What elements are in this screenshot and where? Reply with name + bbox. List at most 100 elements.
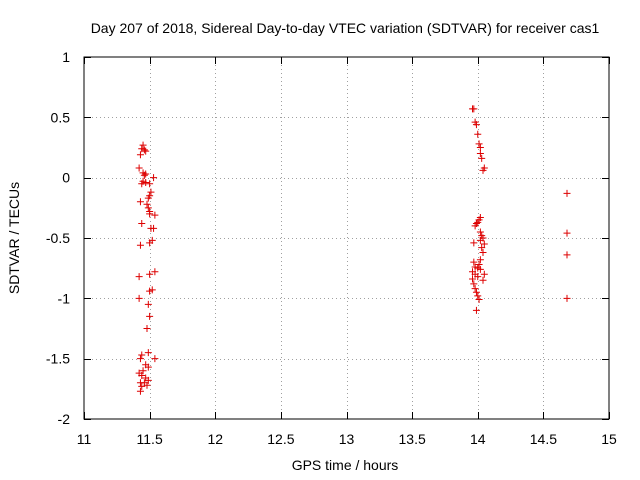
data-point (151, 211, 159, 219)
data-point (140, 146, 148, 154)
data-point (144, 376, 152, 384)
y-tick-label: 1 (62, 49, 70, 65)
data-point (146, 312, 154, 320)
x-tick-label: 11.5 (137, 431, 163, 447)
x-axis-label: GPS time / hours (292, 457, 399, 473)
data-point (476, 265, 484, 273)
data-point (479, 276, 487, 284)
data-point (143, 325, 151, 332)
data-point (471, 222, 479, 230)
data-point (478, 154, 486, 162)
data-point (136, 355, 144, 363)
data-point (470, 239, 478, 247)
data-point (140, 171, 148, 179)
plot-frame (83, 56, 610, 420)
x-tick-label: 12 (207, 431, 223, 447)
x-tick-label: 14.5 (530, 431, 557, 447)
data-point (136, 241, 144, 249)
data-point (138, 180, 146, 188)
data-point (472, 306, 480, 314)
data-point (147, 188, 155, 196)
data-point (470, 280, 478, 288)
data-point (563, 251, 571, 259)
data-point (142, 147, 150, 155)
data-point (139, 141, 147, 149)
data-point (142, 170, 150, 178)
data-points (135, 105, 571, 395)
data-point (135, 273, 143, 281)
data-point (476, 144, 484, 151)
data-point (146, 210, 154, 218)
data-point (146, 239, 154, 247)
chart-ticks (84, 57, 610, 420)
x-tick-label: 13 (339, 431, 355, 447)
data-point (139, 367, 147, 375)
chart-tick-labels: 11 11.5 12 12.5 13 13.5 14 14.5 15 -2 -1.5 -1 -0.5 0 0… (46, 49, 617, 447)
x-tick-label: 14 (470, 431, 486, 447)
data-point (138, 220, 146, 228)
y-tick-label: -1.5 (46, 351, 70, 367)
data-point (135, 164, 143, 172)
data-point (475, 140, 483, 148)
data-point (144, 204, 152, 212)
data-point (136, 387, 144, 395)
x-tick-label: 12.5 (267, 431, 294, 447)
data-point (144, 194, 152, 202)
data-point (143, 381, 151, 389)
y-tick-label: -2 (58, 411, 71, 427)
data-point (476, 256, 484, 264)
data-point (563, 294, 571, 302)
data-point (469, 105, 476, 113)
y-tick-label: -1 (58, 290, 71, 306)
x-tick-label: 15 (601, 431, 617, 447)
data-point (151, 355, 159, 363)
data-point (474, 130, 482, 138)
data-point (475, 296, 483, 304)
data-point (146, 180, 154, 188)
data-point (476, 236, 484, 244)
data-point (474, 273, 482, 281)
data-point (476, 228, 484, 236)
data-point (480, 270, 488, 278)
x-tick-label: 13.5 (399, 431, 426, 447)
y-tick-label: -0.5 (46, 230, 70, 246)
data-point (146, 287, 154, 295)
data-point (138, 382, 146, 390)
data-point (563, 229, 571, 237)
chart-title: Day 207 of 2018, Sidereal Day-to-day VTE… (91, 20, 600, 36)
y-tick-label: 0 (62, 170, 70, 186)
data-point (472, 121, 480, 129)
data-point (144, 349, 152, 357)
data-point (478, 244, 486, 252)
data-point (136, 198, 144, 206)
data-point (475, 261, 483, 269)
data-point (146, 270, 154, 278)
chart-grid (84, 57, 609, 419)
data-point (136, 151, 144, 159)
data-point (474, 218, 482, 226)
data-point (469, 275, 476, 283)
y-axis-label: SDTVAR / TECUs (6, 182, 22, 294)
data-point (138, 351, 146, 359)
data-point (142, 178, 150, 186)
x-tick-label: 11 (77, 431, 92, 447)
data-point (472, 288, 480, 296)
data-point (480, 240, 488, 248)
data-point (144, 300, 152, 308)
data-point (143, 200, 151, 208)
data-point (471, 285, 479, 293)
data-point (144, 363, 152, 371)
data-point (470, 258, 478, 266)
data-point (479, 166, 487, 174)
data-point (563, 189, 571, 197)
y-tick-label: 0.5 (51, 109, 71, 125)
data-point (150, 174, 158, 182)
data-point (135, 294, 143, 302)
data-point (479, 248, 487, 256)
data-point (138, 372, 146, 380)
data-point (150, 224, 158, 232)
data-point (476, 150, 484, 158)
data-point (151, 268, 159, 276)
data-point (474, 292, 482, 300)
